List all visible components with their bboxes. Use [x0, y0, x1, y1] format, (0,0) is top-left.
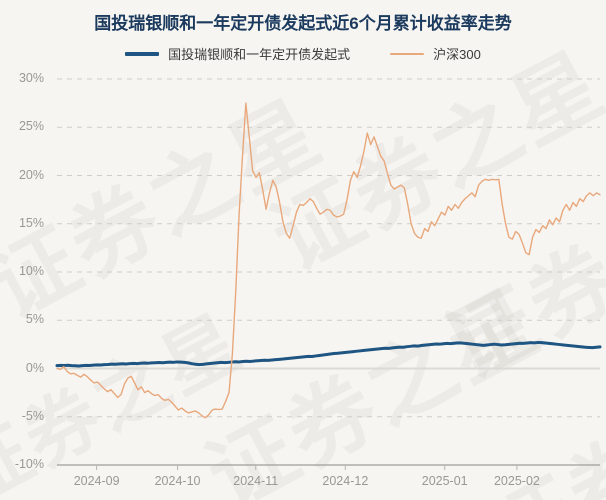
- y-axis-tick-label: 5%: [25, 312, 44, 327]
- y-axis-tick-label: 15%: [18, 215, 44, 230]
- y-axis-tick-label: -10%: [14, 457, 44, 471]
- series-line-fund: [55, 340, 602, 368]
- y-axis-tick-label: 30%: [18, 71, 44, 85]
- x-axis-tick-label: 2024-09: [73, 474, 120, 488]
- y-axis-tick-label: 25%: [18, 119, 44, 134]
- series-line-benchmark: [56, 102, 601, 419]
- legend-label-benchmark: 沪深300: [433, 47, 481, 62]
- y-axis-tick-label: 10%: [18, 264, 44, 278]
- x-axis-tick-label: 2025-02: [493, 474, 540, 488]
- y-axis-tick-label: 20%: [18, 167, 44, 182]
- x-axis-tick-label: 2024-12: [322, 474, 369, 488]
- y-axis-tick-label: -5%: [21, 408, 44, 423]
- x-axis-tick-label: 2025-01: [421, 474, 468, 488]
- legend-item-fund[interactable]: 国投瑞银顺和一年定开债发起式: [125, 44, 350, 63]
- x-axis-tick-label: 2024-10: [154, 474, 201, 488]
- legend-color-swatch-fund: [125, 51, 160, 56]
- legend-color-swatch-benchmark: [390, 52, 425, 55]
- x-axis-tick-label: 2024-11: [233, 474, 279, 488]
- legend-label-fund: 国投瑞银顺和一年定开债发起式: [168, 47, 351, 62]
- chart-legend: 国投瑞银顺和一年定开债发起式 沪深300: [0, 44, 606, 63]
- y-axis-tick-label: 0%: [25, 360, 44, 375]
- chart-title: 国投瑞银顺和一年定开债发起式近6个月累计收益率走势: [94, 14, 512, 33]
- legend-item-benchmark[interactable]: 沪深300: [390, 44, 481, 63]
